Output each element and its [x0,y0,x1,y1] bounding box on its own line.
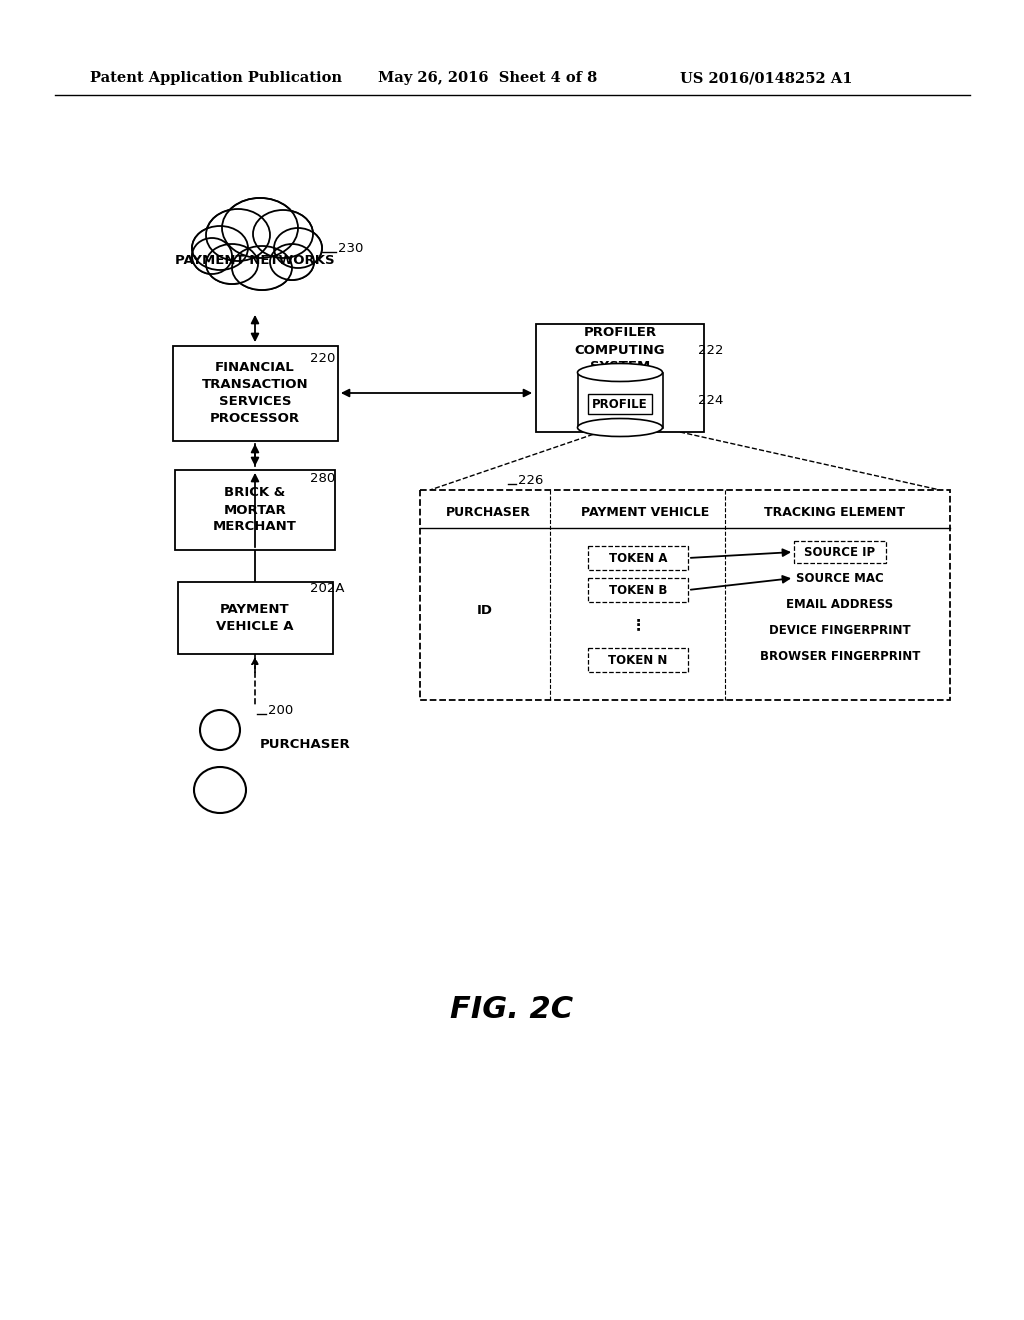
Bar [588,648,688,672]
Text: US 2016/0148252 A1: US 2016/0148252 A1 [680,71,853,84]
Ellipse shape [233,247,291,289]
Bar [175,470,335,550]
Text: 230: 230 [338,242,364,255]
Text: Patent Application Publication: Patent Application Publication [90,71,342,84]
Text: 220: 220 [310,351,336,364]
Ellipse shape [253,210,313,257]
Text: PAYMENT VEHICLE: PAYMENT VEHICLE [581,506,710,519]
Ellipse shape [274,228,322,268]
Text: May 26, 2016  Sheet 4 of 8: May 26, 2016 Sheet 4 of 8 [378,71,597,84]
Text: 202A: 202A [310,582,344,594]
Text: 200: 200 [268,704,293,717]
Bar [420,490,950,700]
Text: 226: 226 [518,474,544,487]
Text: ID: ID [477,603,493,616]
Text: 224: 224 [698,393,723,407]
Text: DEVICE FINGERPRINT: DEVICE FINGERPRINT [769,623,910,636]
Bar [177,582,333,653]
Text: TOKEN A: TOKEN A [608,552,668,565]
Text: 222: 222 [698,343,724,356]
Bar [536,323,705,432]
Text: EMAIL ADDRESS: EMAIL ADDRESS [786,598,894,610]
Ellipse shape [224,199,296,256]
Text: FINANCIAL
TRANSACTION
SERVICES
PROCESSOR: FINANCIAL TRANSACTION SERVICES PROCESSOR [202,360,308,425]
Bar [172,346,338,441]
Text: SOURCE MAC: SOURCE MAC [796,572,884,585]
Ellipse shape [194,227,247,269]
Ellipse shape [193,239,231,273]
Text: PROFILE: PROFILE [592,397,648,411]
Text: SOURCE IP: SOURCE IP [805,545,876,558]
Bar [578,372,663,428]
Ellipse shape [208,210,268,260]
Ellipse shape [578,418,663,437]
Text: TOKEN B: TOKEN B [609,583,668,597]
Text: 228: 228 [640,653,666,667]
Ellipse shape [206,209,270,261]
Text: TRACKING ELEMENT: TRACKING ELEMENT [765,506,905,519]
Text: PURCHASER: PURCHASER [260,738,351,751]
Ellipse shape [578,363,663,381]
Bar [588,578,688,602]
Ellipse shape [275,228,321,267]
Text: BROWSER FINGERPRINT: BROWSER FINGERPRINT [760,649,921,663]
Ellipse shape [193,226,248,271]
Text: PAYMENT NETWORKS: PAYMENT NETWORKS [175,253,335,267]
Ellipse shape [206,244,258,284]
Text: PROFILER
COMPUTING
SYSTEM: PROFILER COMPUTING SYSTEM [574,326,666,374]
Bar [588,546,688,570]
Ellipse shape [222,198,298,257]
Bar [588,393,652,414]
Text: ⋮: ⋮ [631,618,645,632]
Ellipse shape [271,246,313,279]
Text: 280: 280 [310,471,335,484]
Ellipse shape [232,246,292,290]
Text: FIG. 2C: FIG. 2C [451,995,573,1024]
Ellipse shape [270,244,314,280]
Ellipse shape [255,211,311,257]
Ellipse shape [207,246,257,282]
Text: BRICK &
MORTAR
MERCHANT: BRICK & MORTAR MERCHANT [213,487,297,533]
Ellipse shape [193,238,232,275]
Text: PURCHASER: PURCHASER [445,506,530,519]
Text: TOKEN N: TOKEN N [608,653,668,667]
Text: PAYMENT
VEHICLE A: PAYMENT VEHICLE A [216,603,294,634]
Bar [794,541,886,564]
